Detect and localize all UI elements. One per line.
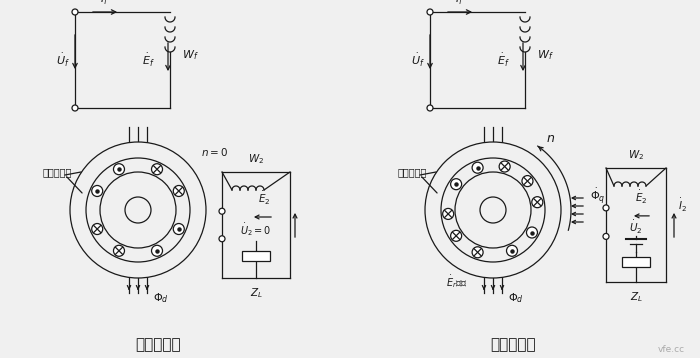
Text: $\dot{\Phi}_q$: $\dot{\Phi}_q$ [590,186,606,206]
Text: $\dot{E}_r$方向: $\dot{E}_r$方向 [446,274,468,290]
Circle shape [92,223,103,234]
Circle shape [425,142,561,278]
Circle shape [427,105,433,111]
Text: $\dot{U}_2=0$: $\dot{U}_2=0$ [240,222,272,238]
Text: vfe.cc: vfe.cc [658,345,685,354]
Text: $W_f$: $W_f$ [537,48,554,62]
Text: $\dot{I}_f$: $\dot{I}_f$ [101,0,109,7]
Text: $\dot{I}_2$: $\dot{I}_2$ [678,197,687,213]
Circle shape [522,175,533,187]
Text: $\dot{U}_f$: $\dot{U}_f$ [411,52,425,68]
Circle shape [472,162,483,173]
Text: 空心杯转子: 空心杯转子 [398,167,428,177]
Text: $\dot{E}_2$: $\dot{E}_2$ [258,190,270,207]
Text: $W_2$: $W_2$ [628,148,644,162]
Circle shape [113,164,125,175]
Circle shape [72,9,78,15]
Text: $n$: $n$ [546,132,555,145]
Circle shape [72,105,78,111]
Text: $Z_L$: $Z_L$ [249,286,262,300]
Text: $\dot{U}_f$: $\dot{U}_f$ [56,52,70,68]
Text: $\dot{U}_2$: $\dot{U}_2$ [629,219,643,236]
Circle shape [219,236,225,242]
Text: $W_2$: $W_2$ [248,152,264,166]
Circle shape [451,230,461,241]
Text: $Z_L$: $Z_L$ [629,290,643,304]
Text: 转子旋转时: 转子旋转时 [490,338,536,353]
Circle shape [151,164,162,175]
Circle shape [70,142,206,278]
Circle shape [507,245,517,256]
Circle shape [532,197,542,208]
Text: $\Phi_d$: $\Phi_d$ [153,291,169,305]
Circle shape [125,197,151,223]
Circle shape [100,172,176,248]
Circle shape [455,172,531,248]
Circle shape [113,245,125,256]
Circle shape [526,227,538,238]
Circle shape [442,208,454,219]
Text: $\dot{E}_f$: $\dot{E}_f$ [142,52,155,68]
Circle shape [151,245,162,256]
Text: $W_f$: $W_f$ [182,48,199,62]
Text: $\dot{E}_f$: $\dot{E}_f$ [497,52,510,68]
Circle shape [86,158,190,262]
Circle shape [499,161,510,172]
Circle shape [441,158,545,262]
Circle shape [427,9,433,15]
Circle shape [451,179,461,190]
Text: $\dot{I}_f$: $\dot{I}_f$ [456,0,465,7]
Text: $\Phi_d$: $\Phi_d$ [508,291,524,305]
Circle shape [603,205,609,211]
Circle shape [219,208,225,214]
Circle shape [92,185,103,197]
Circle shape [480,197,506,223]
Circle shape [603,233,609,240]
Bar [622,257,650,267]
Text: 空心杯转子: 空心杯转子 [43,167,72,177]
Circle shape [472,247,483,258]
Bar [242,251,270,261]
Text: 转子静止时: 转子静止时 [135,338,181,353]
Circle shape [174,223,184,234]
Text: $\dot{E}_2$: $\dot{E}_2$ [635,189,648,206]
Text: $n=0$: $n=0$ [201,146,228,158]
Circle shape [174,185,184,197]
